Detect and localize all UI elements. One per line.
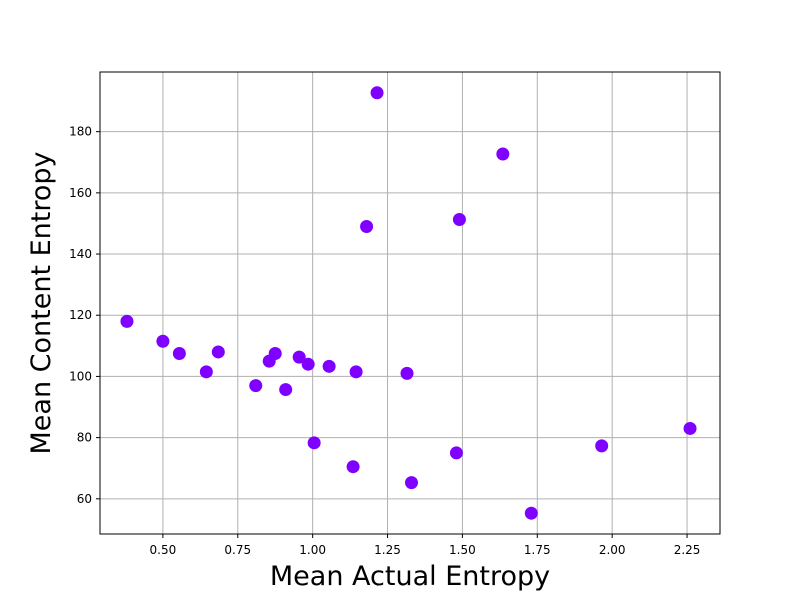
scatter-point: [268, 346, 282, 360]
y-axis-label: Mean Content Entropy: [26, 151, 57, 454]
data-points: [120, 86, 697, 520]
scatter-point: [349, 365, 363, 379]
y-tick-label: 100: [69, 369, 92, 383]
y-tick-label: 60: [77, 492, 92, 506]
scatter-point: [595, 439, 609, 453]
scatter-point: [452, 212, 466, 226]
scatter-point: [496, 147, 510, 161]
x-tick-label: 0.75: [224, 543, 251, 557]
scatter-point: [211, 345, 225, 359]
y-axis-ticks: 60 80 100 120 140 160 180: [69, 125, 100, 506]
scatter-point: [360, 220, 374, 234]
scatter-point: [156, 334, 170, 348]
scatter-point: [346, 460, 360, 474]
plot-area: [100, 72, 720, 534]
x-axis-label: Mean Actual Entropy: [270, 561, 550, 592]
y-tick-label: 160: [69, 186, 92, 200]
x-axis-ticks: 0.50 0.75 1.00 1.25 1.50 1.75 2.00 2.25: [150, 534, 701, 557]
x-tick-label: 1.00: [299, 543, 326, 557]
scatter-point: [307, 436, 321, 450]
x-tick-label: 2.25: [674, 543, 701, 557]
scatter-point: [292, 350, 306, 364]
y-tick-label: 80: [77, 431, 92, 445]
x-tick-label: 1.25: [374, 543, 401, 557]
scatter-point: [683, 421, 697, 435]
plot-frame: [99, 71, 721, 535]
x-tick-label: 1.75: [524, 543, 551, 557]
y-tick-label: 140: [69, 247, 92, 261]
scatter-point: [404, 476, 418, 490]
scatter-point: [249, 379, 263, 393]
scatter-point: [449, 446, 463, 460]
scatter-point: [301, 357, 315, 371]
x-tick-label: 1.50: [449, 543, 476, 557]
scatter-point: [400, 366, 414, 380]
scatter-point: [172, 346, 186, 360]
scatter-point: [322, 359, 336, 373]
scatter-point: [279, 383, 293, 397]
scatter-point: [370, 86, 384, 100]
x-tick-label: 2.00: [599, 543, 626, 557]
y-tick-label: 180: [69, 125, 92, 139]
scatter-point: [199, 365, 213, 379]
scatter-point: [120, 314, 134, 328]
scatter-point: [524, 506, 538, 520]
x-tick-label: 0.50: [150, 543, 177, 557]
y-tick-label: 120: [69, 308, 92, 322]
